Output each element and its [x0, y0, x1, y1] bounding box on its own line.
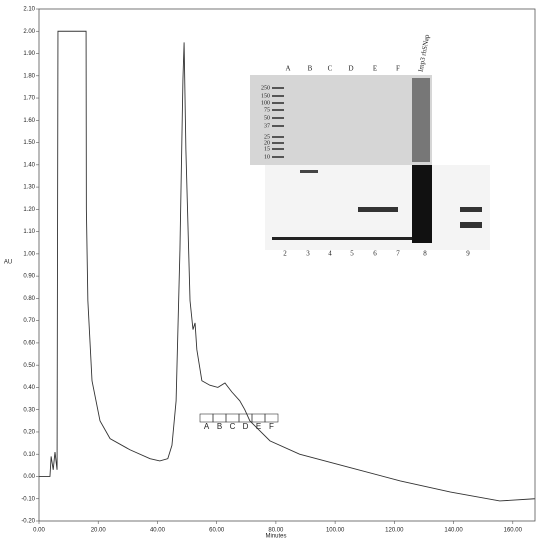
x-tick-label: 40.00: [150, 528, 166, 534]
blot-band: [358, 207, 398, 212]
x-tick-label: 60.00: [209, 528, 225, 534]
gel-marker-label: 250: [261, 85, 270, 91]
gel-marker-label: 150: [261, 93, 270, 99]
blot-band: [412, 165, 432, 243]
y-tick-label: 0.80: [23, 296, 35, 302]
gel-marker-label: 10: [264, 154, 270, 160]
ladder-band: [272, 125, 284, 127]
fraction-label: F: [269, 422, 274, 431]
y-tick-label: 2.00: [23, 29, 35, 35]
ladder-band: [272, 156, 284, 158]
y-tick-label: 1.70: [23, 96, 35, 102]
blot-lane-label: 7: [396, 250, 400, 258]
gel-marker-label: 15: [264, 146, 270, 152]
fraction-label: C: [230, 422, 236, 431]
x-tick-label: 120.00: [385, 528, 404, 534]
y-tick-label: 0.50: [23, 363, 35, 369]
fraction-box: [226, 414, 239, 422]
blot-band: [272, 237, 412, 240]
x-tick-label: 20.00: [91, 528, 107, 534]
gel-marker-label: 75: [264, 107, 270, 113]
blot-band: [300, 170, 318, 173]
y-tick-label: 1.90: [23, 51, 35, 57]
y-tick-label: -0.20: [21, 519, 35, 525]
y-axis-label: AU: [4, 260, 12, 266]
x-tick-label: 80.00: [268, 528, 284, 534]
blot-lane-label: 5: [350, 250, 354, 258]
blot-lane-label: 6: [373, 250, 377, 258]
fraction-box: [200, 414, 213, 422]
gel-marker-label: 37: [264, 123, 270, 129]
gel-marker-label: 100: [261, 100, 270, 106]
y-tick-label: 1.00: [23, 251, 35, 257]
y-tick-label: 0.60: [23, 340, 35, 346]
blot-lane-label: 2: [283, 250, 287, 258]
fraction-label: E: [256, 422, 261, 431]
y-tick-label: -0.10: [21, 496, 35, 502]
ladder-band: [272, 95, 284, 97]
y-tick-label: 1.40: [23, 162, 35, 168]
ladder-band: [272, 148, 284, 150]
y-tick-label: 2.10: [23, 7, 35, 13]
x-tick-label: 0.00: [33, 528, 45, 534]
fraction-label: D: [243, 422, 249, 431]
blot-lane-label: 3: [306, 250, 310, 258]
gel-lane-label: B: [308, 65, 313, 73]
gel-lane-label: D: [348, 65, 353, 73]
gel-marker-label: 50: [264, 115, 270, 121]
y-tick-label: 1.80: [23, 73, 35, 79]
y-tick-label: 1.10: [23, 229, 35, 235]
ladder-band: [272, 117, 284, 119]
gel-lane-label: A: [285, 65, 290, 73]
blot-lane-label: 8: [423, 250, 427, 258]
y-tick-label: 1.60: [23, 118, 35, 124]
y-tick-label: 0.40: [23, 385, 35, 391]
y-tick-label: 1.20: [23, 207, 35, 213]
x-tick-label: 160.00: [504, 528, 523, 534]
gel-lane-label: F: [396, 65, 400, 73]
blot-band: [460, 207, 482, 212]
y-tick-label: 1.30: [23, 185, 35, 191]
y-tick-label: 0.00: [23, 474, 35, 480]
x-tick-label: 140.00: [444, 528, 463, 534]
ladder-band: [272, 109, 284, 111]
ladder-band: [272, 102, 284, 104]
y-tick-label: 0.70: [23, 318, 35, 324]
fraction-label: A: [204, 422, 210, 431]
chart: AU Minutes ABCDEFImp3 rhSNap250150100755…: [0, 0, 537, 540]
gel-lane-label: C: [328, 65, 333, 73]
y-tick-label: 0.90: [23, 274, 35, 280]
fraction-box: [265, 414, 278, 422]
y-tick-label: 0.20: [23, 430, 35, 436]
blot-band: [460, 222, 482, 228]
ladder-band: [272, 87, 284, 89]
gel-lane: [412, 78, 430, 162]
ladder-band: [272, 142, 284, 144]
fraction-box: [213, 414, 226, 422]
blot-lane-label: 9: [466, 250, 470, 258]
y-tick-label: 0.10: [23, 452, 35, 458]
fraction-box: [252, 414, 265, 422]
x-axis-label: Minutes: [265, 534, 286, 540]
blot-lane-label: 4: [328, 250, 332, 258]
fraction-label: B: [217, 422, 222, 431]
gel-lane-label: Imp3 rhSNap: [417, 33, 432, 72]
gel-lane-label: E: [373, 65, 377, 73]
x-tick-label: 100.00: [326, 528, 345, 534]
y-tick-label: 0.30: [23, 407, 35, 413]
y-tick-label: 1.50: [23, 140, 35, 146]
ladder-band: [272, 136, 284, 138]
